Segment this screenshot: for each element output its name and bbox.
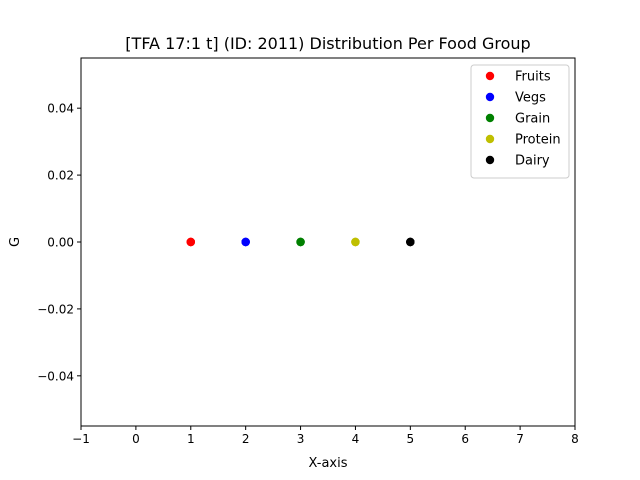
legend-label-protein: Protein xyxy=(515,133,561,148)
x-tick-label: 2 xyxy=(242,432,250,446)
x-tick-label: −1 xyxy=(72,432,90,446)
legend-marker-vegs xyxy=(485,92,495,102)
x-tick-label: 1 xyxy=(187,432,195,446)
chart-title: [TFA 17:1 t] (ID: 2011) Distribution Per… xyxy=(125,34,530,53)
y-axis-label: G xyxy=(8,237,23,247)
y-tick-label: 0.04 xyxy=(47,102,74,116)
point-vegs xyxy=(241,237,250,247)
axes: −1 0 1 2 3 4 5 6 7 8 −0.04 −0.02 0.00 0.02 0.04 xyxy=(37,102,579,446)
point-fruits xyxy=(186,237,195,247)
legend-marker-fruits xyxy=(485,71,495,81)
plot-area xyxy=(186,237,415,247)
legend-label-grain: Grain xyxy=(515,112,550,127)
y-tick-label: −0.04 xyxy=(37,369,74,383)
point-protein xyxy=(351,237,360,247)
x-tick-label: 8 xyxy=(571,432,579,446)
x-tick-label: 5 xyxy=(407,432,415,446)
legend-label-dairy: Dairy xyxy=(515,154,550,169)
x-tick-label: 6 xyxy=(461,432,469,446)
legend-label-fruits: Fruits xyxy=(515,70,551,85)
point-grain xyxy=(296,237,305,247)
x-tick-label: 0 xyxy=(132,432,140,446)
y-tick-label: −0.02 xyxy=(37,302,74,316)
x-tick-label: 7 xyxy=(516,432,524,446)
axes-frame xyxy=(80,57,576,427)
legend-marker-protein xyxy=(485,134,495,144)
x-tick-label: 3 xyxy=(297,432,305,446)
legend-marker-dairy xyxy=(485,155,495,165)
y-tick-label: 0.00 xyxy=(47,236,74,250)
x-axis-label: X-axis xyxy=(309,456,348,471)
legend-label-vegs: Vegs xyxy=(515,91,546,106)
x-tick-label: 4 xyxy=(352,432,360,446)
y-tick-label: 0.02 xyxy=(47,169,74,183)
legend-marker-grain xyxy=(485,113,495,123)
point-dairy xyxy=(406,237,415,247)
legend: Fruits Vegs Grain Protein Dairy xyxy=(470,64,570,179)
legend-box xyxy=(470,64,570,179)
